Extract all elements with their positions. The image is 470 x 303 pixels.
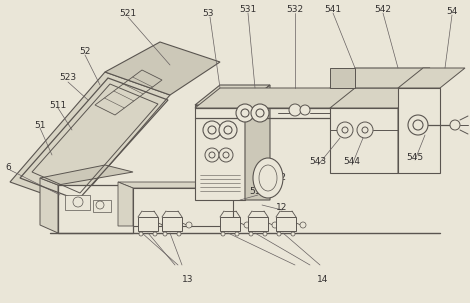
Circle shape [139, 232, 143, 236]
Bar [138, 217, 158, 231]
Bar [248, 217, 268, 231]
Text: 542: 542 [375, 5, 392, 15]
Text: 511: 511 [49, 101, 67, 109]
Text: 512: 512 [250, 188, 266, 197]
Text: 14: 14 [317, 275, 329, 285]
Circle shape [337, 122, 353, 138]
Bar [162, 217, 182, 231]
Polygon shape [245, 85, 270, 200]
Circle shape [235, 232, 239, 236]
Polygon shape [195, 88, 430, 108]
Circle shape [73, 197, 83, 207]
Text: 52: 52 [79, 48, 91, 56]
Circle shape [223, 152, 229, 158]
Circle shape [300, 222, 306, 228]
Circle shape [162, 222, 168, 228]
Text: 531: 531 [239, 5, 257, 15]
Circle shape [450, 120, 460, 130]
Ellipse shape [253, 158, 283, 198]
Text: 522: 522 [269, 174, 287, 182]
Bar [330, 108, 398, 173]
Polygon shape [330, 68, 355, 88]
Circle shape [209, 152, 215, 158]
Text: 13: 13 [182, 275, 194, 285]
Circle shape [289, 104, 301, 116]
Polygon shape [195, 85, 270, 105]
Circle shape [186, 222, 192, 228]
Circle shape [249, 232, 253, 236]
Circle shape [244, 222, 250, 228]
Text: 544: 544 [344, 158, 360, 167]
Circle shape [224, 126, 232, 134]
Text: 54: 54 [446, 8, 458, 16]
Bar [398, 88, 440, 173]
Text: 521: 521 [119, 8, 137, 18]
Circle shape [219, 148, 233, 162]
Polygon shape [330, 68, 430, 88]
Circle shape [219, 121, 237, 139]
Circle shape [408, 115, 428, 135]
Circle shape [263, 232, 267, 236]
Ellipse shape [259, 165, 277, 191]
Text: 532: 532 [286, 5, 304, 15]
Circle shape [251, 104, 269, 122]
Text: 523: 523 [59, 74, 77, 82]
Circle shape [256, 109, 264, 117]
Circle shape [221, 232, 225, 236]
Bar [93, 200, 111, 212]
Polygon shape [398, 68, 465, 88]
Bar [65, 195, 90, 210]
Polygon shape [118, 182, 233, 188]
Bar [133, 188, 233, 226]
Polygon shape [398, 88, 423, 173]
Circle shape [177, 232, 181, 236]
Polygon shape [118, 182, 133, 226]
Bar [58, 185, 133, 233]
Text: 543: 543 [309, 158, 327, 167]
Text: 6: 6 [5, 164, 11, 172]
Circle shape [291, 232, 295, 236]
Circle shape [300, 105, 310, 115]
Circle shape [277, 232, 281, 236]
Circle shape [342, 127, 348, 133]
Text: 545: 545 [407, 154, 423, 162]
Bar [276, 217, 296, 231]
Bar [220, 217, 240, 231]
Circle shape [413, 120, 423, 130]
Circle shape [208, 126, 216, 134]
Circle shape [203, 121, 221, 139]
Circle shape [272, 222, 278, 228]
Polygon shape [40, 178, 58, 233]
Circle shape [362, 127, 368, 133]
Text: 12: 12 [276, 204, 288, 212]
Circle shape [96, 201, 104, 209]
Text: 541: 541 [324, 5, 342, 15]
Polygon shape [105, 42, 220, 95]
Circle shape [163, 232, 167, 236]
Circle shape [153, 232, 157, 236]
Circle shape [241, 109, 249, 117]
Polygon shape [10, 72, 170, 205]
Circle shape [357, 122, 373, 138]
Circle shape [236, 104, 254, 122]
Polygon shape [40, 165, 133, 185]
Polygon shape [195, 105, 245, 200]
Polygon shape [330, 88, 423, 108]
Circle shape [205, 148, 219, 162]
Text: 51: 51 [34, 121, 46, 129]
Text: 53: 53 [202, 8, 214, 18]
